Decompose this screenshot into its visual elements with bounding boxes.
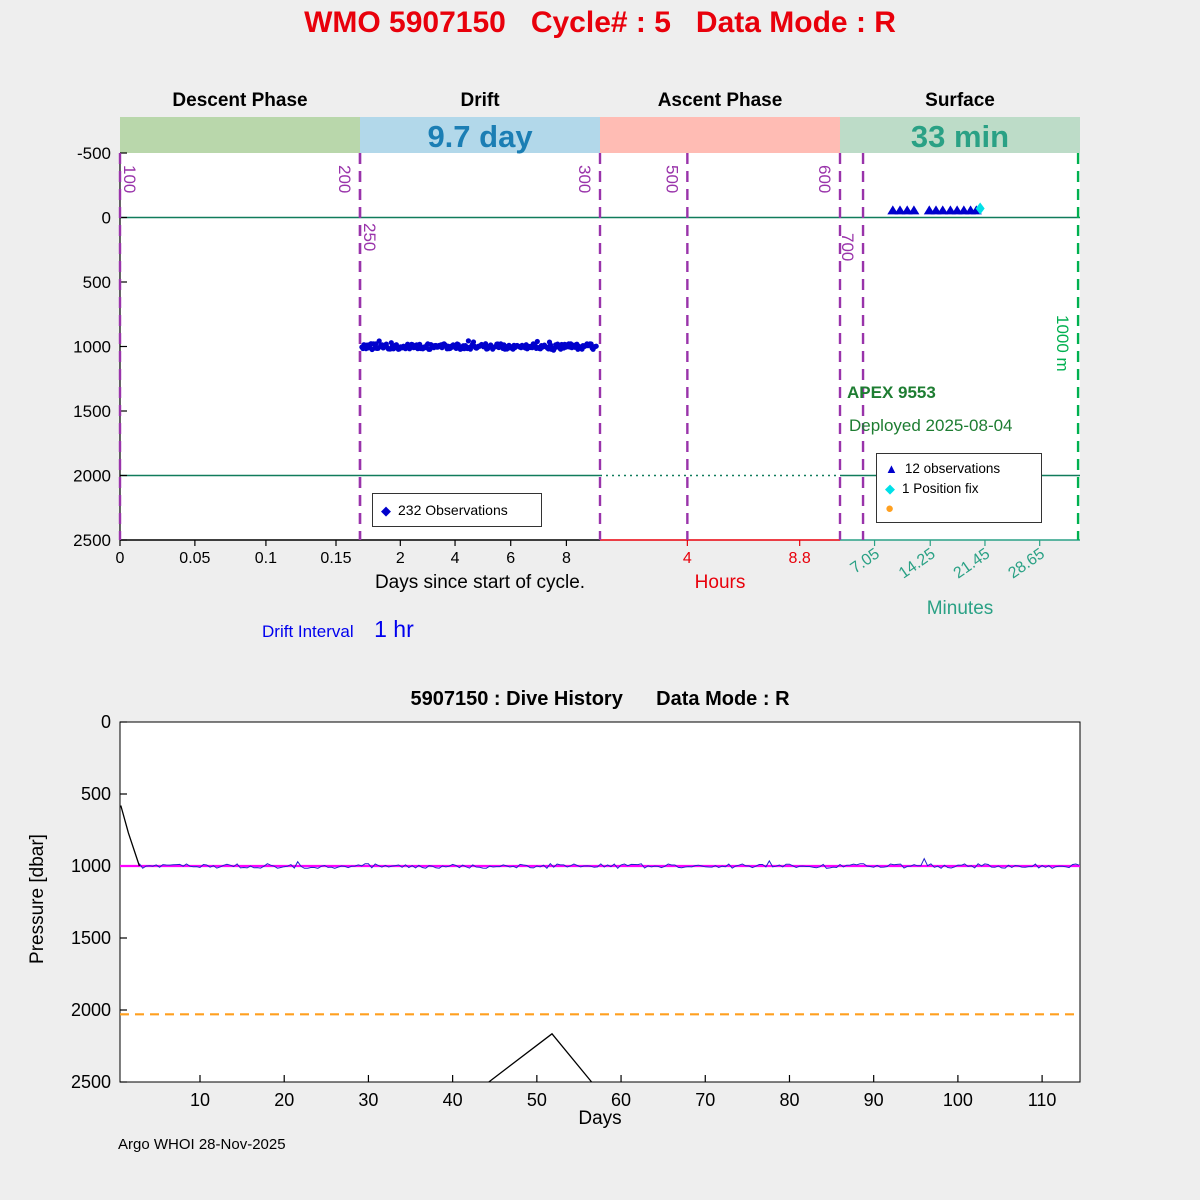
svg-text:100: 100 (120, 165, 139, 193)
svg-text:2500: 2500 (73, 531, 111, 550)
dot-icon: ● (885, 499, 895, 517)
svg-text:2000: 2000 (71, 1000, 111, 1020)
svg-text:500: 500 (83, 273, 111, 292)
phase-band-3 (840, 117, 1080, 153)
drift-duration-text: 9.7 day (427, 119, 533, 154)
svg-text:0: 0 (116, 550, 125, 567)
phase-band-0 (120, 117, 360, 153)
position-fix-legend-label: 1 Position fix (902, 480, 979, 496)
svg-text:100: 100 (943, 1090, 973, 1110)
svg-text:0.15: 0.15 (320, 550, 351, 567)
svg-text:600: 600 (815, 165, 834, 193)
svg-text:10: 10 (190, 1090, 210, 1110)
minutes-axis-label: Minutes (926, 598, 994, 619)
svg-text:6: 6 (506, 550, 515, 567)
svg-text:1500: 1500 (73, 402, 111, 421)
phase-label-drift: Drift (460, 90, 500, 111)
drift-legend: ◆ 232 Observations (372, 493, 542, 527)
legend-row-surface-obs: ▲ 12 observations (885, 458, 1033, 478)
svg-text:500: 500 (662, 165, 681, 193)
drift-interval: Drift Interval 1 hr (262, 616, 414, 643)
svg-text:200: 200 (335, 165, 354, 193)
phase-band-1 (360, 117, 600, 153)
svg-text:250: 250 (360, 223, 379, 251)
page-title: WMO 5907150 Cycle# : 5 Data Mode : R (304, 6, 896, 39)
diamond-icon: ◆ (885, 480, 895, 496)
svg-text:2: 2 (396, 550, 405, 567)
days-axis-label-bottom: Days (578, 1108, 622, 1129)
drift-legend-label: 232 Observations (398, 502, 508, 518)
drift-interval-label: Drift Interval (262, 622, 354, 641)
phase-label-ascent: Ascent Phase (657, 90, 783, 111)
svg-text:4: 4 (683, 550, 692, 567)
diamond-icon: ◆ (381, 502, 391, 518)
dive-history-plot: 10 20 30 40 50 60 70 80 90 100 110 0 500 1000 1500 2000… (71, 712, 1081, 1110)
svg-text:0.1: 0.1 (255, 550, 277, 567)
measured-pressure (138, 857, 1080, 870)
cycle-phase-plot: -500 0 500 1000 1500 2000 2500 0 0.05 0.1 0.15 2 4 6 8… (73, 117, 1080, 582)
svg-text:2500: 2500 (71, 1072, 111, 1092)
svg-text:14.25: 14.25 (896, 545, 939, 582)
svg-text:90: 90 (864, 1090, 884, 1110)
pressure-axis-label: Pressure [dbar] (27, 834, 48, 964)
surface-duration-text: 33 min (910, 119, 1010, 154)
phase-band-2 (600, 117, 840, 153)
legend-row-position-fix: ◆ 1 Position fix (885, 478, 1033, 498)
svg-text:1000: 1000 (71, 856, 111, 876)
surface-obs-legend-label: 12 observations (904, 460, 1001, 476)
position-fix-marker (975, 202, 985, 215)
svg-text:60: 60 (611, 1090, 631, 1110)
days-axis-label: Days since start of cycle. (374, 572, 586, 593)
svg-text:28.65: 28.65 (1005, 545, 1048, 582)
svg-text:30: 30 (358, 1090, 378, 1110)
svg-text:1000: 1000 (73, 338, 111, 357)
svg-text:8: 8 (562, 550, 571, 567)
svg-text:70: 70 (695, 1090, 715, 1110)
hours-axis-label: Hours (694, 572, 746, 593)
svg-text:0: 0 (102, 209, 111, 228)
svg-text:700: 700 (838, 233, 857, 261)
svg-text:50: 50 (527, 1090, 547, 1110)
triangle-icon: ▲ (885, 460, 898, 476)
svg-text:20: 20 (274, 1090, 294, 1110)
svg-text:0.05: 0.05 (179, 550, 210, 567)
svg-text:0: 0 (101, 712, 111, 732)
svg-text:1500: 1500 (71, 928, 111, 948)
drift-observations (359, 338, 599, 353)
svg-text:2000: 2000 (73, 467, 111, 486)
svg-text:500: 500 (81, 784, 111, 804)
descent-trace (120, 805, 141, 867)
deep-excursion (488, 1032, 593, 1083)
phase-label-surface: Surface (925, 90, 995, 111)
svg-text:110: 110 (1028, 1090, 1057, 1110)
footer-credit: Argo WHOI 28-Nov-2025 (118, 1136, 286, 1153)
phase-label-descent: Descent Phase (172, 90, 308, 111)
surface-observations (887, 205, 982, 215)
svg-text:8.8: 8.8 (789, 550, 811, 567)
svg-text:-500: -500 (77, 144, 111, 163)
svg-text:300: 300 (575, 165, 594, 193)
svg-text:7.05: 7.05 (848, 545, 883, 577)
surface-legend: ▲ 12 observations ◆ 1 Position fix ● (876, 453, 1042, 523)
deployed-annotation: Deployed 2025-08-04 (849, 416, 1013, 435)
float-model-annotation: APEX 9553 (847, 383, 936, 402)
drift-interval-value: 1 hr (374, 616, 414, 642)
svg-text:21.45: 21.45 (951, 545, 994, 582)
dive-history-title: 5907150 : Dive History Data Mode : R (410, 688, 790, 710)
svg-text:4: 4 (451, 550, 460, 567)
svg-text:40: 40 (443, 1090, 463, 1110)
legend-row-orange: ● (885, 498, 1033, 518)
svg-text:80: 80 (779, 1090, 799, 1110)
svg-text:1000 m: 1000 m (1053, 315, 1072, 372)
